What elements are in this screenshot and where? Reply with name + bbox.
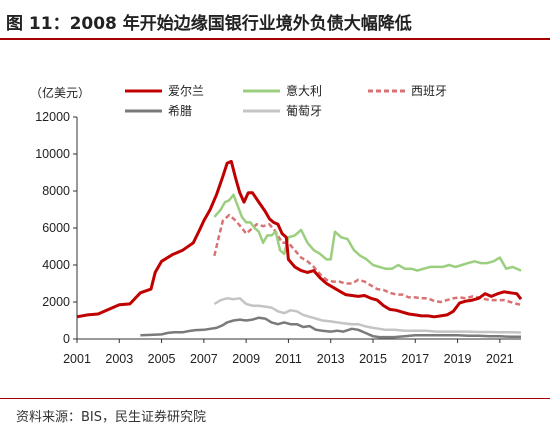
y-unit-label: （亿美元）	[30, 85, 90, 100]
series-line-3	[140, 316, 521, 339]
y-tick-label: 2000	[42, 295, 70, 309]
title-rule	[0, 38, 550, 40]
y-tick-label: 8000	[42, 184, 70, 198]
y-tick-label: 0	[63, 332, 70, 346]
source-rule	[0, 398, 550, 399]
series-line-0	[76, 159, 523, 319]
x-tick-label: 2007	[190, 352, 218, 366]
y-tick-label: 6000	[42, 221, 70, 235]
legend-label: 葡萄牙	[286, 104, 322, 118]
legend-label: 西班牙	[411, 84, 447, 98]
x-tick-label: 2015	[359, 352, 387, 366]
legend-label: 爱尔兰	[168, 83, 204, 98]
legend-label: 希腊	[168, 103, 192, 118]
figure-title: 图 11：2008 年开始边缘国银行业境外负债大幅降低	[6, 14, 412, 34]
source-note: 资料来源：BIS，民生证券研究院	[16, 410, 207, 425]
x-tick-label: 2005	[148, 352, 176, 366]
y-tick-label: 12000	[35, 110, 70, 124]
x-tick-label: 2017	[401, 352, 429, 366]
series-line-4	[213, 297, 522, 334]
x-tick-label: 2009	[232, 352, 260, 366]
x-tick-label: 2021	[486, 352, 514, 366]
x-tick-label: 2001	[63, 352, 91, 366]
y-tick-label: 4000	[42, 258, 70, 272]
series-layer	[76, 159, 523, 339]
x-tick-label: 2011	[275, 352, 302, 366]
y-tick-label: 10000	[35, 147, 70, 161]
legend-label: 意大利	[286, 83, 322, 98]
series-line-2	[213, 213, 522, 307]
x-tick-label: 2013	[317, 352, 345, 366]
series-line-1	[213, 193, 522, 272]
x-tick-label: 2019	[444, 352, 472, 366]
x-tick-label: 2003	[105, 352, 133, 366]
chart-axes: 0 2000 4000 6000 8000 10000 12000 2001 2003 2005 2…	[35, 110, 521, 366]
